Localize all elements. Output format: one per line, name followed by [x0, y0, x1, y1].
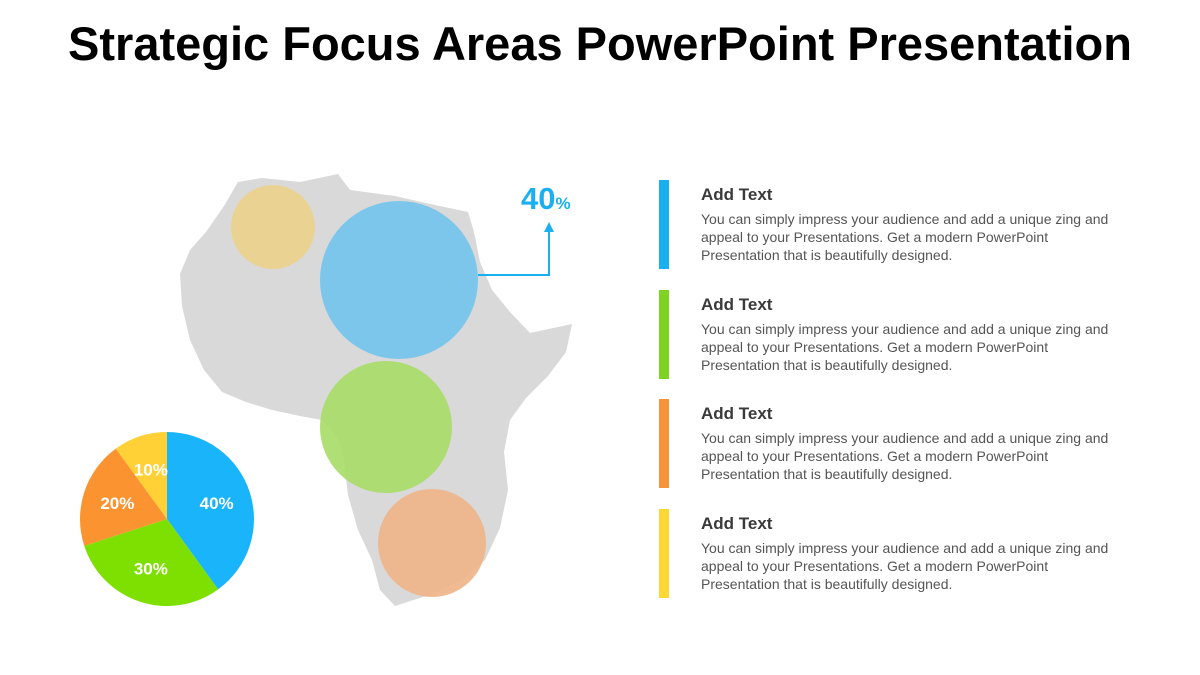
item-title: Add Text	[701, 514, 773, 533]
pie-slice	[84, 519, 219, 606]
arrow-up-icon	[544, 222, 554, 232]
item-title: Add Text	[701, 185, 773, 204]
bubble-blue	[320, 201, 478, 359]
text-item: Add Text You can simply impress your aud…	[659, 399, 1129, 489]
item-title: Add Text	[701, 404, 773, 423]
pie-slice	[115, 432, 167, 519]
callout-connector	[478, 230, 550, 276]
pie-slice	[79, 448, 167, 546]
pie-label: 40%	[200, 494, 234, 513]
accent-bar	[659, 290, 669, 379]
text-item: Add Text You can simply impress your aud…	[659, 290, 1129, 380]
callout-unit: %	[555, 194, 571, 213]
bubble-yellow	[231, 185, 315, 269]
pie-slice	[167, 432, 255, 590]
pie-chart: 40% 30% 20%10%	[79, 432, 255, 606]
accent-bar	[659, 509, 669, 598]
slide-title: Strategic Focus Areas PowerPoint Present…	[68, 17, 1132, 70]
pie-label: 30%	[134, 560, 168, 579]
item-body: You can simply impress your audience and…	[701, 540, 1109, 592]
accent-bar	[659, 399, 669, 488]
text-item: Add Text You can simply impress your aud…	[659, 509, 1129, 599]
pie-label: 20%	[100, 494, 134, 513]
text-item: Add Text You can simply impress your aud…	[659, 180, 1129, 270]
pie-label: 10%	[134, 460, 168, 479]
item-body: You can simply impress your audience and…	[701, 321, 1109, 373]
callout-number: 40	[521, 181, 556, 216]
bubble-green	[320, 361, 452, 493]
item-body: You can simply impress your audience and…	[701, 430, 1109, 482]
callout-value: 40%	[521, 181, 571, 217]
item-body: You can simply impress your audience and…	[701, 211, 1109, 263]
bubble-orange	[378, 489, 486, 597]
item-title: Add Text	[701, 295, 773, 314]
accent-bar	[659, 180, 669, 269]
